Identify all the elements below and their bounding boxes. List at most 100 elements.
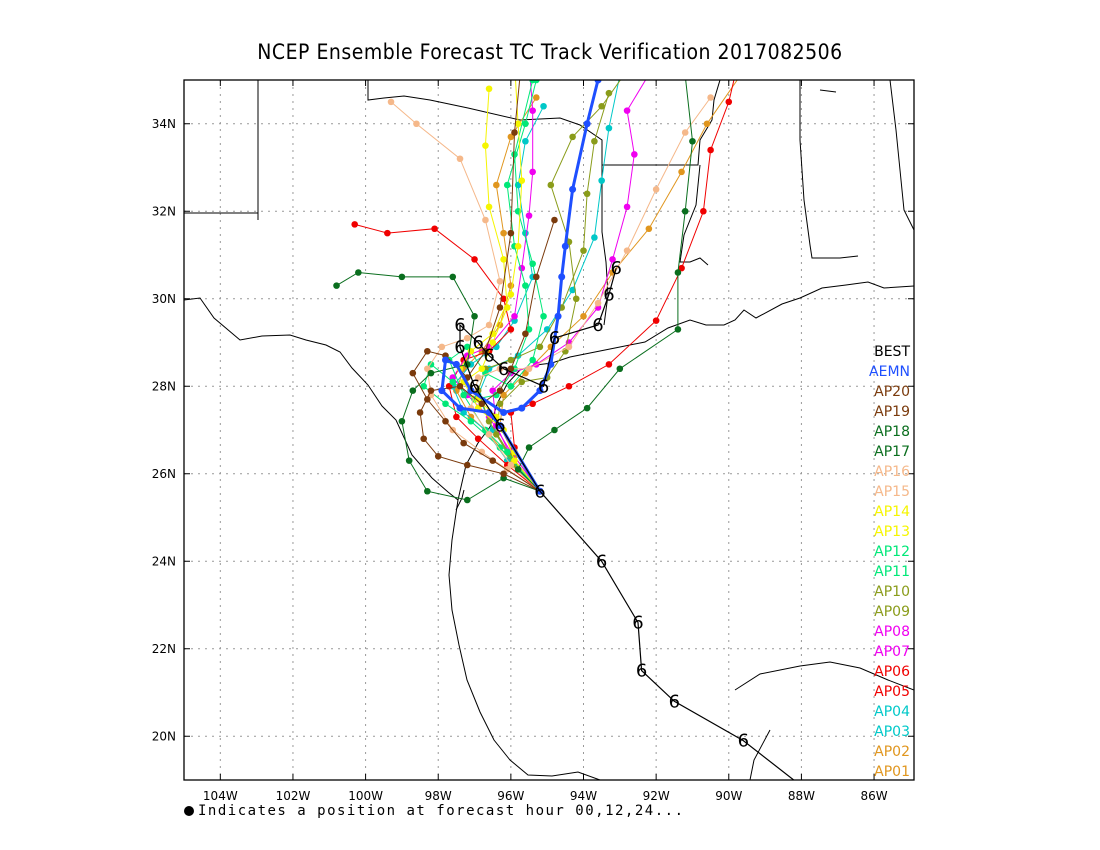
track-point (583, 120, 591, 128)
track-point (424, 396, 431, 403)
track-point (471, 312, 478, 320)
track-line (510, 80, 735, 492)
hurricane-symbol-icon: 6 (669, 691, 680, 712)
track-point (503, 448, 511, 456)
track-point (456, 155, 464, 163)
track-point (441, 356, 449, 364)
track-point (631, 151, 638, 158)
x-tick-label: 104W (203, 789, 238, 803)
legend-entry-ap12: AP12 (874, 544, 910, 560)
y-tick-label: 30N (152, 292, 176, 306)
track-point (525, 212, 533, 219)
y-tick-label: 22N (152, 642, 176, 656)
track-point (681, 207, 689, 215)
track-point (617, 72, 624, 79)
track-aemn (438, 80, 602, 495)
track-point (463, 334, 471, 342)
legend-entry-ap17: AP17 (874, 444, 910, 460)
state-border-al (799, 80, 859, 259)
track-line (336, 271, 541, 501)
track-point (496, 277, 504, 285)
track-point (707, 146, 714, 154)
track-point (413, 120, 420, 128)
track-point (653, 59, 660, 66)
track-point (522, 120, 529, 128)
track-point (616, 365, 624, 373)
track-point (703, 120, 711, 128)
track-point (529, 107, 536, 114)
x-tick-label: 86W (860, 789, 887, 803)
gulf-coastline (448, 499, 601, 780)
track-point (580, 312, 587, 320)
track-point (496, 387, 504, 394)
track-point (507, 461, 515, 469)
track-point (514, 120, 522, 128)
hurricane-symbol-icon: 6 (632, 613, 643, 634)
track-point (503, 181, 511, 189)
track-ap19 (416, 216, 558, 495)
track-point (482, 142, 489, 149)
track-point (442, 417, 449, 425)
x-tick-label: 90W (715, 789, 742, 803)
track-point (485, 321, 493, 329)
hurricane-symbol-icon: 6 (603, 284, 614, 305)
legend-entry-ap14: AP14 (874, 504, 910, 520)
track-point (500, 470, 507, 478)
track-point (529, 260, 536, 268)
track-point (503, 304, 511, 311)
track-point (522, 282, 529, 289)
track-point (536, 387, 544, 395)
x-tick-label: 94W (570, 789, 597, 803)
track-point (500, 256, 507, 263)
track-point (500, 391, 507, 399)
track-point (452, 360, 460, 368)
track-point (514, 466, 522, 473)
track-point (526, 59, 533, 66)
track-point (678, 168, 685, 176)
track-line (459, 267, 795, 780)
track-point (442, 400, 449, 408)
track-point (489, 339, 497, 346)
track-point (518, 55, 525, 62)
state-border-west (184, 80, 259, 214)
track-ap01 (496, 68, 747, 495)
legend-entry-ap11: AP11 (874, 564, 910, 580)
state-border-la (601, 210, 609, 326)
track-point (569, 286, 576, 294)
track-point (449, 378, 457, 386)
track-point (420, 435, 428, 443)
legend-entry-ap09: AP09 (874, 604, 910, 620)
track-point (478, 400, 486, 408)
track-ap17 (514, 80, 696, 495)
forecast-position-dot-icon (184, 806, 194, 816)
track-point (398, 417, 406, 425)
track-point (409, 369, 417, 377)
legend-entry-ap20: AP20 (874, 384, 910, 400)
track-point (540, 102, 547, 110)
track-point (500, 229, 507, 237)
hurricane-symbol-icon: 6 (454, 337, 465, 358)
track-point (427, 369, 435, 377)
x-tick-label: 102W (276, 789, 311, 803)
legend-entry-ap01: AP01 (874, 764, 910, 780)
yucatan-interior (749, 729, 771, 780)
track-point (460, 391, 467, 399)
track-point (740, 68, 747, 75)
track-point (500, 409, 508, 416)
y-tick-label: 34N (152, 117, 176, 131)
track-point (689, 137, 696, 145)
state-border-ms (679, 164, 709, 266)
track-point (474, 374, 482, 381)
coastlines-and-borders (184, 80, 914, 780)
track-point (591, 234, 598, 241)
legend-entry-ap04: AP04 (874, 704, 910, 720)
y-tick-label: 20N (152, 729, 176, 743)
track-point (496, 304, 504, 311)
track-point (467, 387, 475, 395)
track-point (674, 326, 682, 333)
track-point (529, 356, 536, 364)
track-point (558, 273, 566, 281)
y-tick-label: 28N (152, 379, 176, 393)
track-point (333, 282, 340, 289)
